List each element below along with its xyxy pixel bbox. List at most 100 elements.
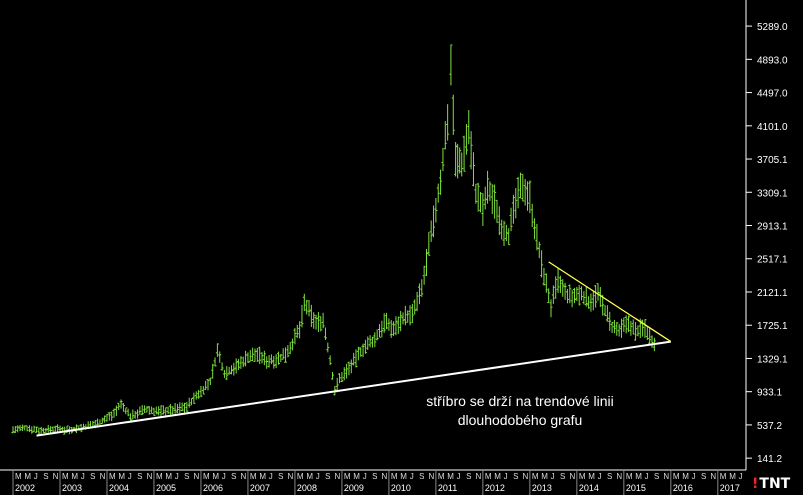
- price-bar: [542, 267, 546, 286]
- x-year-label: 2009: [344, 483, 364, 493]
- x-month-label: S: [372, 472, 377, 481]
- price-bar: [239, 356, 243, 369]
- x-month-label: N: [475, 472, 481, 481]
- y-tick-label: 3309.1: [757, 188, 788, 199]
- price-bar: [650, 335, 654, 348]
- price-bar: [363, 339, 367, 354]
- price-bar: [352, 352, 356, 366]
- x-year-label: 2017: [720, 483, 740, 493]
- x-month-label: M: [635, 472, 642, 481]
- price-bar: [234, 358, 238, 374]
- price-bar: [394, 316, 398, 336]
- price-bar: [192, 392, 196, 404]
- price-bar: [100, 417, 104, 425]
- x-year-label: 2005: [156, 483, 176, 493]
- x-month-label: M: [682, 472, 689, 481]
- price-bar: [570, 289, 574, 308]
- x-month-label: S: [654, 472, 659, 481]
- x-month-label: N: [53, 472, 59, 481]
- x-month-label: J: [81, 472, 85, 481]
- x-month-label: M: [71, 472, 78, 481]
- price-bar: [612, 319, 616, 334]
- price-bar: [451, 94, 455, 135]
- price-bar: [20, 424, 24, 432]
- x-month-label: M: [165, 472, 172, 481]
- price-bar: [340, 372, 344, 383]
- price-bar: [32, 425, 36, 433]
- price-bar: [577, 284, 581, 306]
- price-bar: [387, 318, 391, 331]
- price-bar: [392, 321, 396, 337]
- price-bar: [255, 347, 259, 362]
- price-bar: [265, 356, 269, 369]
- price-bar: [436, 183, 440, 203]
- x-month-label: M: [212, 472, 219, 481]
- price-bar: [373, 332, 377, 348]
- x-month-label: M: [400, 472, 407, 481]
- price-bar: [558, 275, 562, 293]
- y-tick-label: 2517.1: [757, 255, 788, 266]
- x-month-label: J: [645, 472, 649, 481]
- price-bar: [248, 350, 252, 362]
- price-bar: [161, 405, 165, 415]
- support-trendline: [36, 340, 671, 437]
- price-bar: [347, 361, 351, 376]
- x-month-label: M: [62, 472, 69, 481]
- y-tick-label: 5289.0: [757, 22, 788, 33]
- price-bar: [232, 362, 236, 376]
- price-bar: [481, 193, 485, 227]
- price-bar: [509, 207, 513, 232]
- price-bar: [454, 141, 458, 177]
- price-bar: [556, 268, 560, 293]
- x-month-label: M: [250, 472, 257, 481]
- price-bar: [27, 425, 31, 433]
- y-tick-label: 933.1: [757, 388, 782, 399]
- price-bar: [474, 183, 478, 204]
- price-bar: [140, 405, 144, 416]
- price-bar: [147, 406, 151, 415]
- price-bar: [533, 218, 537, 240]
- price-bar: [575, 286, 579, 302]
- price-bar: [629, 320, 633, 336]
- x-month-label: N: [710, 472, 716, 481]
- x-month-label: J: [34, 472, 38, 481]
- price-bar: [244, 350, 248, 367]
- x-month-label: J: [128, 472, 132, 481]
- price-bar: [112, 408, 116, 418]
- price-bar: [526, 181, 530, 211]
- x-month-label: N: [569, 472, 575, 481]
- price-bar: [439, 169, 443, 195]
- x-month-label: N: [194, 472, 200, 481]
- price-bar: [145, 406, 149, 413]
- price-bar: [479, 192, 483, 213]
- price-bar: [157, 406, 161, 416]
- price-bar: [105, 413, 109, 422]
- price-bar: [187, 397, 191, 408]
- price-bar: [456, 143, 460, 179]
- price-bar: [582, 291, 586, 305]
- x-month-label: M: [297, 472, 304, 481]
- price-bar: [307, 299, 311, 317]
- price-bar: [446, 104, 450, 141]
- price-bar: [262, 350, 266, 366]
- price-bar: [51, 426, 55, 432]
- price-bar: [164, 407, 168, 416]
- price-bar: [476, 182, 480, 212]
- x-month-label: M: [118, 472, 125, 481]
- price-bar: [246, 352, 250, 363]
- price-bar: [580, 286, 584, 301]
- price-bar: [624, 315, 628, 334]
- price-bar: [594, 285, 598, 308]
- x-year-label: 2007: [250, 483, 270, 493]
- price-bar: [166, 406, 170, 414]
- price-bar: [382, 313, 386, 333]
- price-bar: [194, 391, 198, 400]
- price-bar: [634, 322, 638, 341]
- price-bar: [584, 286, 588, 307]
- price-bar: [302, 293, 306, 312]
- price-bar: [547, 288, 551, 304]
- price-bar: [530, 203, 534, 228]
- price-bar: [631, 319, 635, 335]
- x-year-label: 2013: [532, 483, 552, 493]
- price-bar: [215, 343, 219, 357]
